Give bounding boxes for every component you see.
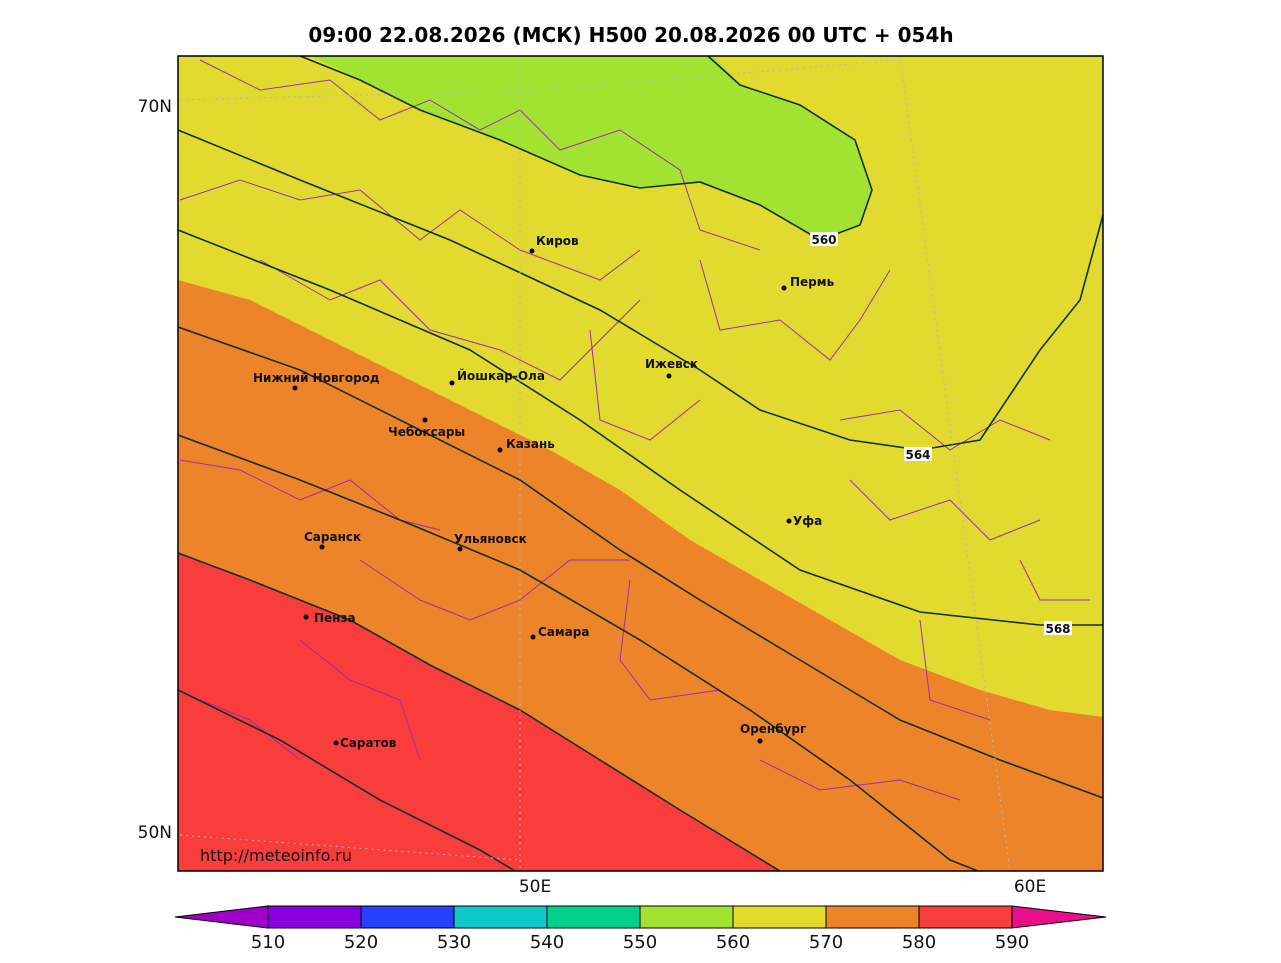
- colorbar-segment: [267, 905, 362, 929]
- source-url: http://meteoinfo.ru: [200, 846, 352, 865]
- colorbar-label: 580: [902, 932, 936, 953]
- city-label: Пермь: [790, 275, 835, 289]
- colorbar-label: 510: [251, 932, 285, 953]
- city-dot: [333, 740, 339, 746]
- contour-label-bg: [810, 232, 838, 246]
- contour-564: [178, 129, 1103, 451]
- city-dot: [292, 385, 298, 391]
- contour-label-bg: [1044, 621, 1072, 635]
- city-dot: [781, 285, 787, 291]
- city-dot: [529, 248, 535, 254]
- city-dot: [422, 417, 428, 423]
- contour-label: 568: [1045, 622, 1070, 636]
- city-dot: [303, 614, 309, 620]
- city-label: Чебоксары: [388, 425, 465, 439]
- colorbar-label: 570: [809, 932, 843, 953]
- colorbar-label: 560: [716, 932, 750, 953]
- city-dot: [319, 544, 325, 550]
- colorbar-segment: [453, 905, 548, 929]
- lon-label: 60E: [1014, 877, 1046, 897]
- city-label: Казань: [506, 437, 555, 451]
- lat-label: 50N: [138, 823, 172, 843]
- contour: [178, 552, 781, 871]
- colorbar-arrow: [1011, 905, 1107, 929]
- colorbar-arrow: [174, 905, 269, 929]
- colorbar-segment: [546, 905, 641, 929]
- contour-560: [299, 56, 873, 241]
- city-dot: [457, 546, 463, 552]
- colorbar-segment: [639, 905, 734, 929]
- city-label: Нижний Новгород: [253, 371, 380, 385]
- city-dot: [757, 738, 763, 744]
- graticule: [179, 56, 1011, 871]
- city-dot: [449, 380, 455, 386]
- city-label: Уфа: [793, 514, 822, 528]
- city-label: Саратов: [340, 736, 397, 750]
- city-dot: [666, 373, 672, 379]
- city-label: Оренбург: [740, 722, 806, 736]
- city-label: Йошкар-Ола: [457, 368, 545, 383]
- colorbar-label: 590: [995, 932, 1029, 953]
- colorbar-segment: [918, 905, 1013, 929]
- contour-label: 560: [811, 233, 836, 247]
- title: 09:00 22.08.2026 (МСК) H500 20.08.2026 0…: [308, 23, 953, 47]
- lon-label: 50E: [519, 877, 551, 897]
- colorbar-segment: [825, 905, 920, 929]
- colorbar-label: 540: [530, 932, 564, 953]
- lat-label: 70N: [138, 97, 172, 117]
- city-label: Ижевск: [645, 357, 698, 371]
- colorbar-label: 550: [623, 932, 657, 953]
- colorbar-segment: [360, 905, 455, 929]
- colorbar-segment: [732, 905, 827, 929]
- city-label: Самара: [538, 625, 590, 639]
- city-label: Пенза: [314, 611, 356, 625]
- contour-label-bg: [904, 447, 932, 461]
- contour: [178, 689, 516, 871]
- colorbar-label: 530: [437, 932, 471, 953]
- contour-568: [178, 229, 1103, 626]
- city-dot: [786, 518, 792, 524]
- map: [178, 56, 1103, 871]
- zone-590: [178, 553, 780, 871]
- city-dot: [497, 447, 503, 453]
- city-label: Киров: [536, 234, 579, 248]
- contour: [178, 434, 979, 871]
- contour: [178, 326, 1103, 799]
- city-label: Саранск: [304, 530, 361, 544]
- map-frame: [177, 55, 1104, 872]
- city-dot: [530, 634, 536, 640]
- colorbar: 510 520 530 540 550 560 570 580 590: [174, 905, 1107, 953]
- colorbar-label: 520: [344, 932, 378, 953]
- contour-label: 564: [905, 448, 930, 462]
- city-label: Ульяновск: [454, 532, 527, 546]
